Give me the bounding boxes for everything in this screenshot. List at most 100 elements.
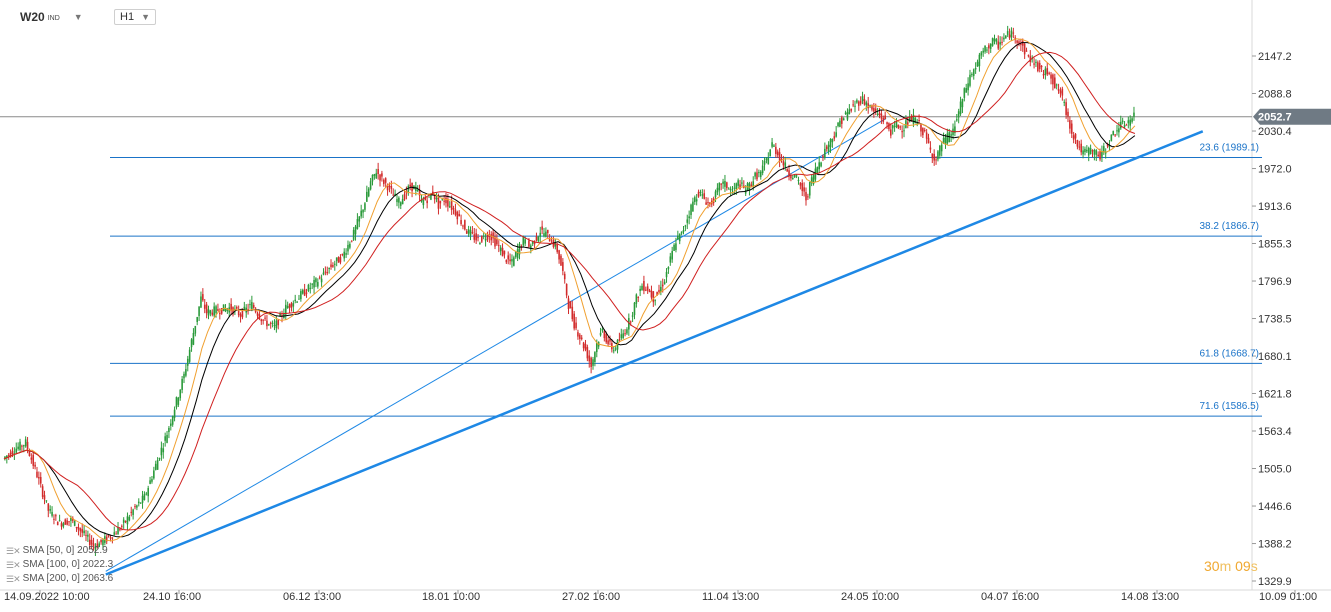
candle-body [1076,139,1079,147]
candle-body [509,259,511,262]
candle-body [929,147,932,150]
candle-body [481,235,483,242]
candle-body [398,197,400,203]
candle-body [922,128,924,136]
candle-body [686,219,689,223]
candle-body [160,447,163,456]
candle-body [599,332,602,336]
candle-body [239,314,242,317]
indicator-settings-icon[interactable]: ☰✕ [6,546,21,556]
candle-body [735,183,738,190]
candle-body [1008,34,1011,39]
candle-body [1131,118,1133,122]
candle-body [603,331,606,339]
candle-body [332,265,334,267]
candle-body [313,279,315,288]
candle-body [281,314,283,317]
candle-body [4,456,6,459]
candle-body [882,118,885,122]
candle-body [520,246,523,248]
candle-body [897,124,900,129]
candle-body [1101,150,1103,157]
candle-body [484,239,487,241]
timeframe-selector[interactable]: H1 ▼ [114,9,156,25]
candle-body [790,176,792,179]
candle-body [663,281,666,285]
legend-row[interactable]: ☰✕ SMA [200, 0] 2063.6 [6,572,113,586]
candle-body [219,313,221,315]
candle-body [134,506,136,508]
indicator-settings-icon[interactable]: ☰✕ [6,574,21,584]
candle-body [718,182,721,191]
candle-body [1095,150,1098,155]
candle-body [1001,41,1003,43]
candle-body [47,503,50,511]
candle-body [264,317,266,319]
candle-body [186,358,189,366]
candle-body [940,144,943,152]
candle-body [842,118,845,121]
candle-body [586,346,589,359]
candle-body [935,159,937,161]
candle-body [918,120,920,122]
legend-row[interactable]: ☰✕ SMA [50, 0] 2052.9 [6,544,113,558]
candle-body [132,509,134,515]
candle-body [130,511,133,513]
candle-body [418,190,421,196]
candle-body [607,340,609,345]
candle-body [588,355,591,362]
candle-body [1093,150,1096,155]
candle-body [807,196,809,198]
candle-body [1021,41,1024,46]
candle-body [164,436,166,441]
candle-body [793,174,796,178]
x-tick-label: 24.10 16:00 [143,591,201,603]
candle-body [995,39,998,42]
symbol-selector[interactable]: W20 IND ▼ [20,9,83,25]
candle-body [759,171,762,177]
candle-body [386,185,389,191]
candle-body [733,187,736,189]
candle-body [1012,32,1015,34]
candle-body [362,209,364,213]
candle-body [1074,133,1077,139]
candle-body [284,304,287,315]
candle-body [622,333,624,338]
candle-body [430,193,432,200]
legend-row[interactable]: ☰✕ SMA [100, 0] 2022.3 [6,558,113,572]
candle-body [205,304,208,314]
candle-body [891,124,894,129]
candle-body [55,515,57,517]
candle-body [200,296,202,308]
candle-body [300,291,302,300]
candle-body [528,240,530,247]
candle-body [409,184,411,187]
candle-body [546,229,549,234]
candle-body [697,191,700,197]
candle-body [175,397,178,408]
candle-body [1103,146,1105,153]
candle-body [41,486,44,497]
candle-body [980,52,983,56]
candle-body [1054,77,1056,89]
candle-body [96,543,99,548]
candle-body [315,278,317,283]
current-price-label: 2052.7 [1258,112,1292,124]
candle-body [569,301,572,309]
candle-body [415,186,417,191]
candle-body [420,199,423,202]
candle-body [592,359,594,366]
candle-body [1125,124,1128,126]
candle-body [296,301,298,303]
candle-body [422,200,425,206]
candle-body [486,234,489,240]
candle-body [1006,31,1009,35]
symbol-name: W20 [20,10,45,24]
candle-body [181,378,183,390]
candle-body [490,234,493,241]
indicator-settings-icon[interactable]: ☰✕ [6,560,21,570]
candle-body [833,136,836,139]
candle-body [460,220,462,225]
candle-body [215,306,217,314]
